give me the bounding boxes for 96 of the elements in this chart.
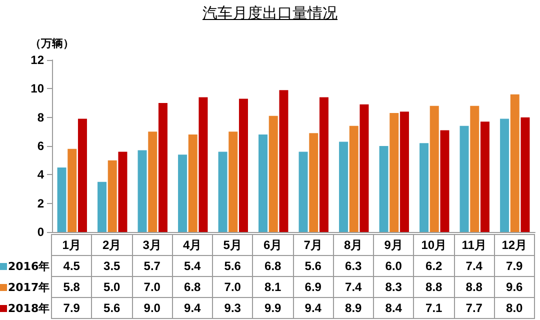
- data-label: 6.8: [172, 276, 212, 298]
- bar: [108, 160, 117, 232]
- data-label: 8.9: [333, 298, 374, 318]
- data-label: 7.0: [212, 276, 253, 298]
- bar: [400, 112, 409, 232]
- data-label: 5.7: [132, 256, 172, 276]
- bar: [510, 94, 520, 232]
- data-label: 6.3: [333, 256, 374, 276]
- data-label: 8.3: [374, 276, 414, 298]
- data-label: 6.9: [293, 276, 334, 298]
- bar: [57, 168, 66, 232]
- y-tick-label: 6: [37, 139, 44, 153]
- bar: [279, 90, 288, 232]
- bar: [118, 152, 128, 232]
- y-axis-title: （万辆）: [30, 36, 74, 51]
- bar: [390, 113, 399, 232]
- bar: [178, 154, 188, 232]
- data-label: 9.4: [172, 298, 212, 318]
- data-label: 4.5: [52, 256, 92, 276]
- bar: [349, 126, 358, 232]
- bar: [228, 132, 238, 232]
- data-label: 8.8: [414, 276, 454, 298]
- x-tick-label: 9月: [374, 234, 414, 256]
- data-label: 9.4: [293, 298, 334, 318]
- bar: [268, 116, 278, 232]
- y-tick-label: 12: [30, 53, 44, 67]
- bar: [78, 118, 87, 232]
- y-tick-label: 2: [37, 196, 44, 210]
- bar: [218, 152, 228, 232]
- x-tick-label: 12月: [494, 234, 534, 256]
- y-tick-label: 4: [37, 168, 44, 182]
- data-label: 7.0: [132, 276, 172, 298]
- data-label: 9.0: [132, 298, 172, 318]
- data-label: 8.0: [494, 298, 534, 318]
- data-label: 7.7: [454, 298, 494, 318]
- data-label: 8.8: [454, 276, 494, 298]
- bar: [500, 118, 510, 232]
- x-tick-label: 11月: [454, 234, 494, 256]
- bar: [339, 142, 348, 232]
- bar: [68, 148, 77, 232]
- bar: [158, 103, 168, 232]
- data-label: 8.1: [252, 276, 293, 298]
- x-tick-label: 8月: [333, 234, 374, 256]
- bar: [470, 106, 480, 232]
- x-tick-label: 5月: [212, 234, 253, 256]
- bar: [258, 134, 268, 232]
- bar: [238, 98, 248, 232]
- x-tick-label: 7月: [293, 234, 334, 256]
- bar: [480, 122, 490, 232]
- data-label: 7.9: [52, 298, 92, 318]
- x-tick-label: 6月: [252, 234, 293, 256]
- data-label: 5.8: [52, 276, 92, 298]
- data-label: 6.0: [374, 256, 414, 276]
- data-label: 7.4: [454, 256, 494, 276]
- bar: [420, 143, 429, 232]
- data-label: 5.4: [172, 256, 212, 276]
- chart-title: 汽车月度出口量情况: [202, 4, 338, 22]
- bar: [430, 106, 439, 232]
- data-label: 9.6: [494, 276, 534, 298]
- data-label: 5.6: [92, 298, 132, 318]
- bar: [460, 126, 469, 232]
- data-label: 7.1: [414, 298, 454, 318]
- bar: [360, 104, 369, 232]
- data-label: 6.8: [252, 256, 293, 276]
- data-label: 6.2: [414, 256, 454, 276]
- legend-label: 2016年: [7, 258, 51, 274]
- bar: [379, 146, 388, 232]
- bar: [298, 152, 308, 232]
- x-tick-label: 3月: [132, 234, 172, 256]
- legend-label: 2018年: [7, 300, 51, 316]
- x-tick-label: 10月: [414, 234, 454, 256]
- bar: [138, 150, 147, 232]
- y-tick-label: 10: [30, 82, 44, 96]
- data-label: 5.6: [293, 256, 334, 276]
- bar: [198, 97, 208, 232]
- bar: [148, 132, 158, 232]
- bar: [188, 134, 198, 232]
- bar: [440, 130, 450, 232]
- bar: [520, 117, 530, 232]
- data-label: 9.3: [212, 298, 253, 318]
- data-label: 3.5: [92, 256, 132, 276]
- data-label: 5.6: [212, 256, 253, 276]
- bar: [319, 97, 328, 232]
- y-tick-label: 0: [37, 225, 44, 239]
- data-label: 8.4: [374, 298, 414, 318]
- x-tick-label: 1月: [52, 234, 92, 256]
- legend-label: 2017年: [7, 280, 51, 296]
- x-tick-label: 4月: [172, 234, 212, 256]
- x-tick-label: 2月: [92, 234, 132, 256]
- data-label: 9.9: [252, 298, 293, 318]
- data-label: 5.0: [92, 276, 132, 298]
- bar: [98, 182, 107, 232]
- y-tick-label: 8: [37, 110, 44, 124]
- data-label: 7.9: [494, 256, 534, 276]
- bar: [309, 133, 318, 232]
- data-label: 7.4: [333, 276, 374, 298]
